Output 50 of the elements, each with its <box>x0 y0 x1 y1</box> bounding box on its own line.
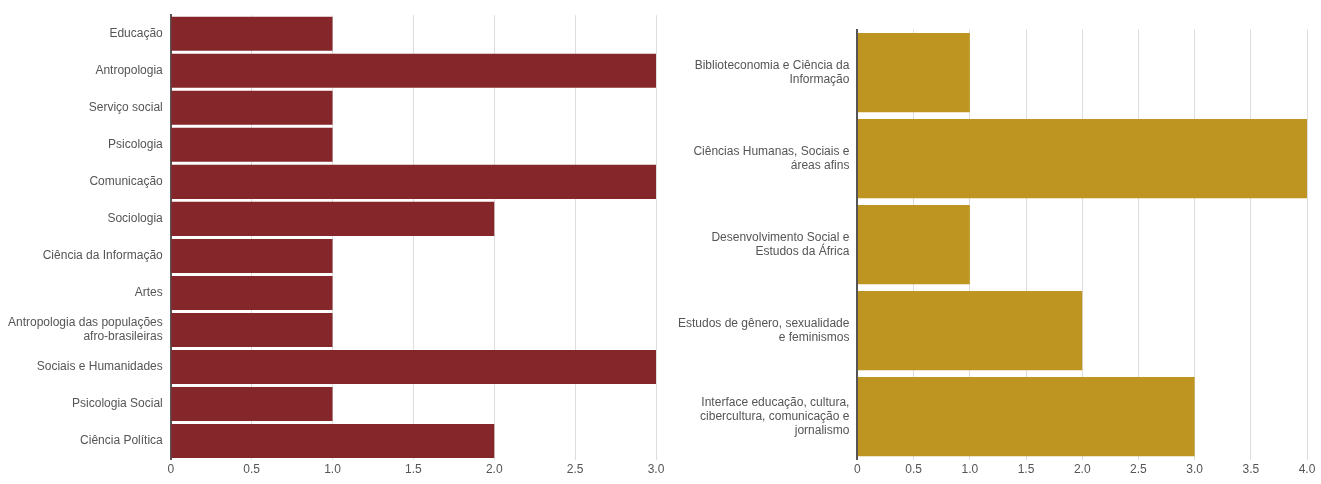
bar <box>171 16 333 51</box>
bar <box>171 201 495 236</box>
bar <box>857 377 1195 457</box>
x-tick-label: 0 <box>167 462 175 477</box>
y-tick-label: Biblioteconomia e Ciência da Informação <box>694 57 850 87</box>
y-tick-label: Desenvolvimento Social e Estudos da África <box>711 229 850 259</box>
x-tick-label: 1.0 <box>324 462 342 477</box>
x-tick-label: 1.5 <box>405 462 423 477</box>
x-tick-label: 3.0 <box>1186 462 1204 477</box>
y-tick-label: Artes <box>134 285 163 300</box>
bar <box>857 119 1307 199</box>
x-tick-label: 2.0 <box>1073 462 1091 477</box>
x-tick-label: 4.0 <box>1298 462 1316 477</box>
x-tick-label: 3.5 <box>1242 462 1260 477</box>
bar <box>171 53 656 88</box>
y-tick-label: Comunicação <box>89 174 164 189</box>
y-tick-label: Psicologia <box>108 137 164 152</box>
x-tick-label: 1.5 <box>1017 462 1035 477</box>
x-tick-label: 2.5 <box>566 462 584 477</box>
bar <box>171 312 333 348</box>
bar <box>171 424 495 459</box>
bar <box>857 205 970 285</box>
x-tick-label: 0 <box>854 462 862 477</box>
bar <box>171 349 656 385</box>
y-tick-label: Estudos de gênero, sexualidade e feminismos <box>677 315 850 345</box>
x-tick-label: 0.5 <box>243 462 261 477</box>
bar <box>857 33 970 113</box>
y-tick-label: Ciência da Informação <box>42 248 164 263</box>
x-tick-label: 0.5 <box>905 462 923 477</box>
y-tick-label: Ciência Política <box>80 433 164 448</box>
bar <box>171 275 333 310</box>
bar <box>171 164 656 199</box>
y-tick-label: Serviço social <box>88 100 163 115</box>
bar <box>857 291 1083 371</box>
x-tick-label: 2.0 <box>485 462 503 477</box>
bar <box>171 238 333 273</box>
y-tick-label: Interface educação, cultura, cibercultura, comunicação e jornalismo <box>700 394 850 438</box>
bar <box>171 127 333 162</box>
bar <box>171 90 333 125</box>
y-tick-label: Sociologia <box>107 211 164 226</box>
y-tick-label: Antropologia <box>95 63 164 78</box>
x-tick-label: 3.0 <box>647 462 665 477</box>
y-tick-label: Antropologia das populações afro-brasileiras <box>8 315 163 344</box>
y-tick-label: Sociais e Humanidades <box>36 359 163 374</box>
y-tick-label: Psicologia Social <box>72 396 163 411</box>
bar <box>171 387 333 422</box>
y-tick-label: Ciências Humanas, Sociais e áreas afins <box>693 143 850 173</box>
x-tick-label: 1.0 <box>961 462 979 477</box>
y-tick-label: Educação <box>109 26 164 41</box>
x-tick-label: 2.5 <box>1130 462 1148 477</box>
